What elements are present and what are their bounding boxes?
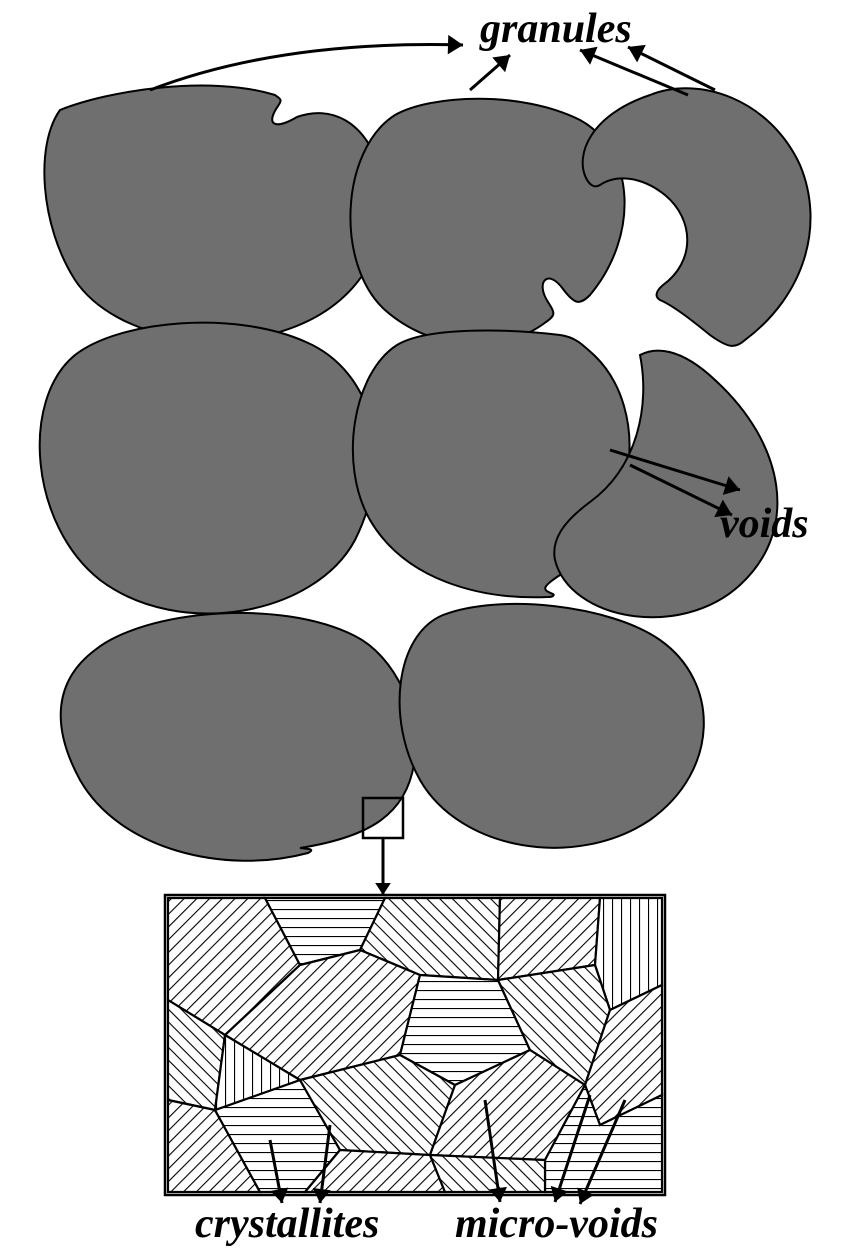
granule-structure-diagram	[0, 0, 850, 1256]
label-crystallites: crystallites	[195, 1200, 379, 1248]
crystallite-cell	[430, 1155, 545, 1192]
granule-shape	[44, 86, 384, 341]
granule-shape	[350, 99, 624, 345]
crystallite-mosaic	[168, 898, 662, 1192]
arrow-shaft	[150, 45, 463, 90]
granule-shape	[40, 323, 376, 614]
granule-shape	[400, 604, 704, 848]
arrow-head-icon	[448, 35, 463, 54]
label-microvoids: micro-voids	[455, 1200, 658, 1248]
label-voids: voids	[720, 500, 809, 548]
arrow-head-icon	[375, 883, 391, 895]
label-granules: granules	[480, 5, 632, 53]
